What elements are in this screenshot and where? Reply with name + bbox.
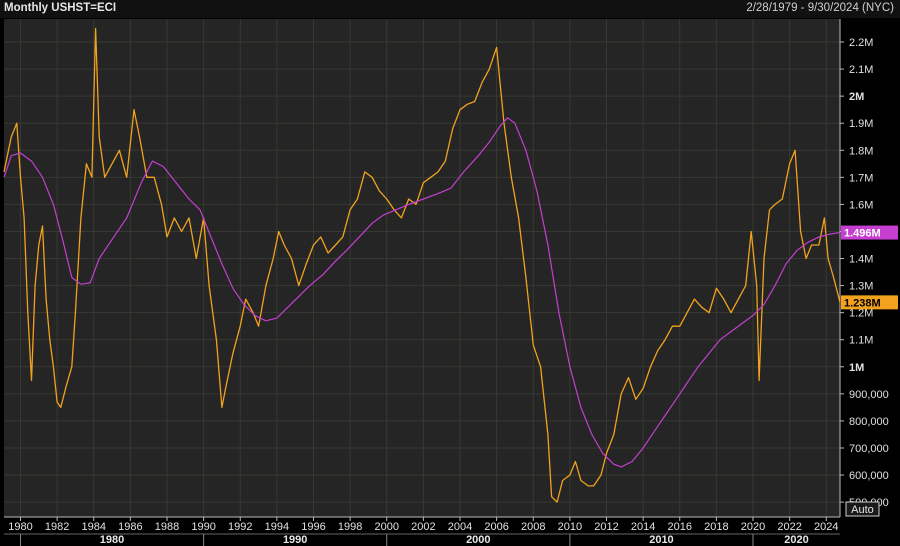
y-tick-label: 1.4M [849,254,873,266]
decade-label: 2000 [466,534,490,546]
y-tick-label: 1.2M [849,308,873,320]
x-tick-label: 1998 [338,521,362,533]
plot-background [4,19,840,517]
moving-average-line [3,117,841,468]
x-tick-label: 2008 [521,521,545,533]
y-tick-label: 900,000 [849,389,889,401]
decade-label: 2010 [649,534,673,546]
decade-axis: 1980 1990 2000 2010 2020 [4,533,840,546]
x-tick-label: 1984 [81,521,105,533]
x-tick-label: 2012 [594,521,618,533]
chart-header: Monthly USHST=ECI 2/28/1979 - 9/30/2024 … [0,0,900,18]
moving_average-tag-box [841,225,898,240]
x-tick-label: 2006 [484,521,508,533]
price-series-line [3,27,841,503]
y-tick-label: 700,000 [849,443,889,455]
y-tick-label: 600,000 [849,470,889,482]
x-tick-label: 2014 [631,521,655,533]
x-tick-label: 2004 [448,521,472,533]
date-range-label: 2/28/1979 - 9/30/2024 (NYC) [746,2,894,14]
x-tick-label: 2018 [704,521,728,533]
x-tick-label: 2016 [668,521,692,533]
y-tick-label: 1.1M [849,335,873,347]
y-tick-label: 1.7M [849,172,873,184]
x-tick-label: 1994 [265,521,289,533]
auto-scale-button[interactable]: Auto [845,501,880,517]
y-tick-label: 1.9M [849,118,873,130]
x-tick-label: 1988 [155,521,179,533]
auto-scale-label[interactable]: Auto [851,504,874,516]
y-tick-label: 2.1M [849,64,873,76]
decade-label: 1980 [100,534,124,546]
x-tick-label: 1990 [191,521,215,533]
y-tick-label: 2M [849,91,864,103]
x-tick-label: 1996 [301,521,325,533]
moving_average-tag-label: 1.496M [844,228,881,240]
y-axis: 500,000600,000700,000800,000900,0001M1.1… [839,19,889,517]
y-tick-label: 1M [849,362,864,374]
x-tick-label: 2002 [411,521,435,533]
y-tick-label: 800,000 [849,416,889,428]
x-axis: 1980 1982 1984 1986 1988 1990 1992 1994 1996 1998… [4,516,840,533]
x-tick-label: 1982 [45,521,69,533]
y-tick-label: 1.8M [849,145,873,157]
x-tick-label: 2010 [558,521,582,533]
decade-label: 1990 [283,534,307,546]
y-tick-label: 1.3M [849,281,873,293]
x-tick-label: 1980 [8,521,32,533]
x-tick-label: 2020 [741,521,765,533]
last-value-tags: 1.496M 1.238M [841,225,898,310]
y-tick-label: 1.6M [849,199,873,211]
x-tick-label: 2024 [814,521,838,533]
x-tick-label: 2022 [777,521,801,533]
grid-lines [4,19,840,517]
auto-scale-box[interactable] [845,501,880,517]
x-tick-label: 1986 [118,521,142,533]
y-tick-label: 2.2M [849,37,873,49]
chart-title: Monthly USHST=ECI [4,2,117,14]
price-tag-label: 1.238M [844,297,881,309]
x-tick-label: 1992 [228,521,252,533]
price-tag-box [841,295,898,310]
series-lines [3,27,841,503]
x-tick-label: 2000 [375,521,399,533]
decade-label: 2020 [784,534,808,546]
